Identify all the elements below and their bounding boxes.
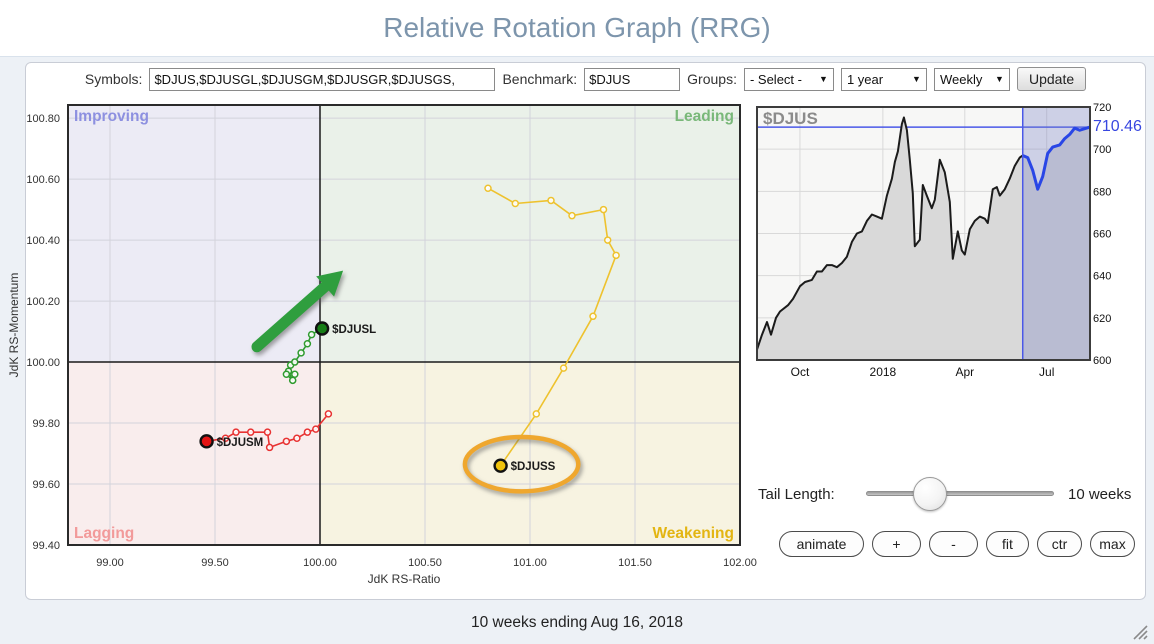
svg-text:Jul: Jul: [1039, 365, 1054, 379]
symbols-input[interactable]: [149, 67, 496, 91]
svg-text:101.50: 101.50: [618, 557, 652, 569]
rrg-plot-border: [67, 104, 741, 546]
svg-text:Weakening: Weakening: [652, 525, 734, 542]
price-line-recent: [1022, 125, 1091, 191]
groups-label: Groups:: [687, 71, 737, 87]
price-axis-ticks: 720 700 680 660 640 620 600 Oct 2018 Apr Jul: [791, 102, 1112, 379]
tail-length-slider[interactable]: [866, 477, 1054, 511]
max-button[interactable]: max: [1090, 531, 1135, 557]
svg-text:100.80: 100.80: [26, 113, 60, 125]
rrg-marker-DJUSM[interactable]: [199, 434, 214, 449]
frequency-select[interactable]: Weekly ▼: [933, 67, 1010, 91]
quadrant-lagging: [68, 362, 320, 545]
resize-grip-icon[interactable]: [1128, 622, 1148, 640]
svg-text:99.00: 99.00: [96, 557, 124, 569]
rrg-marker-label: $DJUSM: [217, 437, 264, 449]
svg-text:100.20: 100.20: [26, 296, 60, 308]
chevron-down-icon: ▼: [912, 74, 921, 84]
last-value-label: 710.46: [1093, 118, 1142, 135]
price-symbol-label: $DJUS: [763, 109, 818, 128]
highlight-window: [1022, 107, 1090, 360]
quadrant-labels: Improving Leading Lagging Weakening: [74, 108, 734, 542]
svg-text:100.50: 100.50: [408, 557, 442, 569]
svg-text:100.60: 100.60: [26, 174, 60, 186]
svg-text:99.40: 99.40: [32, 540, 60, 552]
rrg-marker-DJUSS[interactable]: [493, 458, 508, 473]
rrg-yaxis-label: JdK RS-Momentum: [7, 273, 21, 378]
tail-length-row: Tail Length: 10 weeks: [758, 477, 1146, 511]
svg-text:99.60: 99.60: [32, 479, 60, 491]
toolbar: Symbols: Benchmark: Groups: - Select - ▼…: [25, 66, 1146, 92]
svg-text:100.40: 100.40: [26, 235, 60, 247]
price-area: [757, 117, 1090, 360]
svg-text:99.50: 99.50: [201, 557, 229, 569]
rrg-tail-DJUSM: $DJUSM: [199, 410, 333, 452]
update-button[interactable]: Update: [1016, 67, 1087, 91]
page-title: Relative Rotation Graph (RRG): [383, 12, 771, 43]
rrg-marker-label: $DJUSL: [332, 324, 376, 336]
svg-text:101.00: 101.00: [513, 557, 547, 569]
svg-text:Leading: Leading: [675, 108, 734, 125]
price-plot-border: [756, 106, 1091, 361]
svg-text:700: 700: [1093, 144, 1111, 156]
tail-length-value: 10 weeks: [1068, 485, 1132, 503]
chart-buttons: animate + - fit ctr max: [779, 531, 1139, 557]
svg-text:Lagging: Lagging: [74, 525, 134, 542]
svg-text:Apr: Apr: [955, 365, 974, 379]
animate-button[interactable]: animate: [779, 531, 864, 557]
slider-thumb[interactable]: [913, 477, 947, 511]
tail-length-label: Tail Length:: [758, 485, 835, 503]
rrg-chart[interactable]: 99.00 99.50 100.00 100.50 101.00 101.50 102.00…: [0, 95, 760, 600]
footer-caption: 10 weeks ending Aug 16, 2018: [470, 614, 683, 631]
svg-text:720: 720: [1093, 102, 1111, 114]
svg-text:600: 600: [1093, 355, 1111, 367]
green-arrow-annotation: [251, 270, 344, 353]
svg-text:102.00: 102.00: [723, 557, 757, 569]
chevron-down-icon: ▼: [995, 74, 1004, 84]
period-select[interactable]: 1 year ▼: [840, 67, 927, 91]
groups-select-value: - Select -: [749, 71, 802, 87]
zoom-out-button[interactable]: -: [929, 531, 978, 557]
svg-text:660: 660: [1093, 229, 1111, 241]
rrg-marker-DJUSL[interactable]: [314, 321, 330, 336]
svg-text:620: 620: [1093, 313, 1111, 325]
svg-text:2018: 2018: [870, 365, 897, 379]
groups-select[interactable]: - Select - ▼: [743, 67, 834, 91]
svg-text:100.00: 100.00: [26, 357, 60, 369]
svg-text:Improving: Improving: [74, 108, 149, 125]
svg-text:100.00: 100.00: [303, 557, 337, 569]
rrg-marker-label: $DJUSS: [511, 461, 556, 473]
period-select-value: 1 year: [846, 71, 884, 87]
zoom-in-button[interactable]: +: [872, 531, 921, 557]
center-button[interactable]: ctr: [1037, 531, 1082, 557]
rrg-tail-DJUSS: $DJUSS: [484, 184, 620, 473]
frequency-select-value: Weekly: [939, 71, 983, 87]
rrg-tail-DJUSL: $DJUSL: [282, 321, 376, 385]
rrg-axis-ticks: 99.00 99.50 100.00 100.50 101.00 101.50 102.00…: [26, 113, 756, 569]
benchmark-label: Benchmark:: [502, 71, 578, 87]
svg-text:99.80: 99.80: [32, 418, 60, 430]
svg-text:Oct: Oct: [791, 365, 810, 379]
symbols-label: Symbols:: [84, 71, 143, 87]
fit-button[interactable]: fit: [986, 531, 1029, 557]
slider-track[interactable]: [866, 491, 1054, 496]
app-header: Relative Rotation Graph (RRG): [0, 0, 1154, 57]
orange-ellipse-annotation: [462, 434, 581, 494]
svg-text:640: 640: [1093, 271, 1111, 283]
chevron-down-icon: ▼: [819, 74, 828, 84]
benchmark-input[interactable]: [584, 67, 681, 91]
rrg-xaxis-label: JdK RS-Ratio: [368, 572, 441, 586]
svg-text:680: 680: [1093, 186, 1111, 198]
